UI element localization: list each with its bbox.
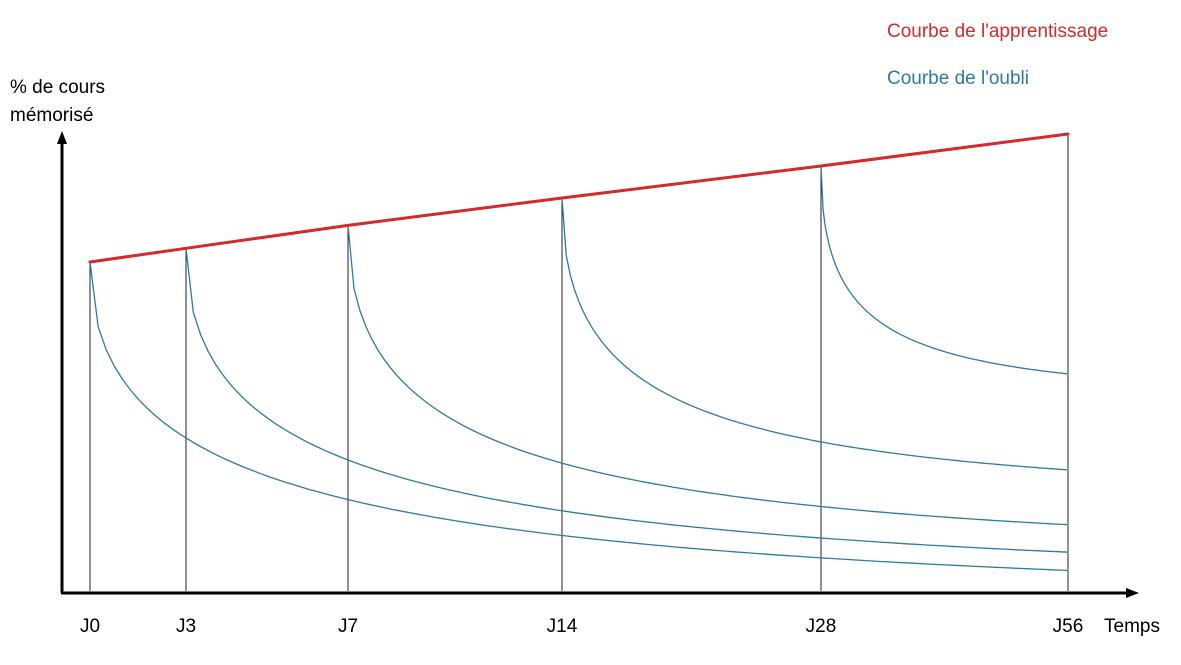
forgetting-curve-j14 [561,197,1069,471]
x-tick-j56: J56 [1053,616,1084,637]
x-tick-j3: J3 [176,616,196,637]
x-tick-j7: J7 [338,616,358,637]
forgetting-curve-j7 [347,225,1069,526]
x-tick-j14: J14 [547,616,578,637]
x-axis-label: Temps [1104,616,1160,637]
forgetting-curve-j0 [89,261,1069,572]
learning-curve-group [88,132,1070,264]
y-axis-arrow [57,131,67,144]
x-tick-labels: J0 J3 J7 J14 J28 J56 [80,616,1083,637]
x-axis-arrow [1126,588,1139,598]
legend-learning: Courbe de l'apprentissage [887,21,1108,42]
learning-curve [88,132,1070,264]
forgetting-curve-j3 [185,248,1069,553]
forgetting-curve-j28 [820,165,1069,375]
x-tick-j28: J28 [806,616,837,637]
legend-forgetting: Courbe de l'oubli [887,68,1029,89]
y-axis-label-line-2: mémorisé [10,105,93,126]
forgetting-curves [89,165,1069,572]
y-axis-label-line-1: % de cours [10,77,105,98]
x-tick-j0: J0 [80,616,100,637]
guide-lines [89,134,1069,591]
